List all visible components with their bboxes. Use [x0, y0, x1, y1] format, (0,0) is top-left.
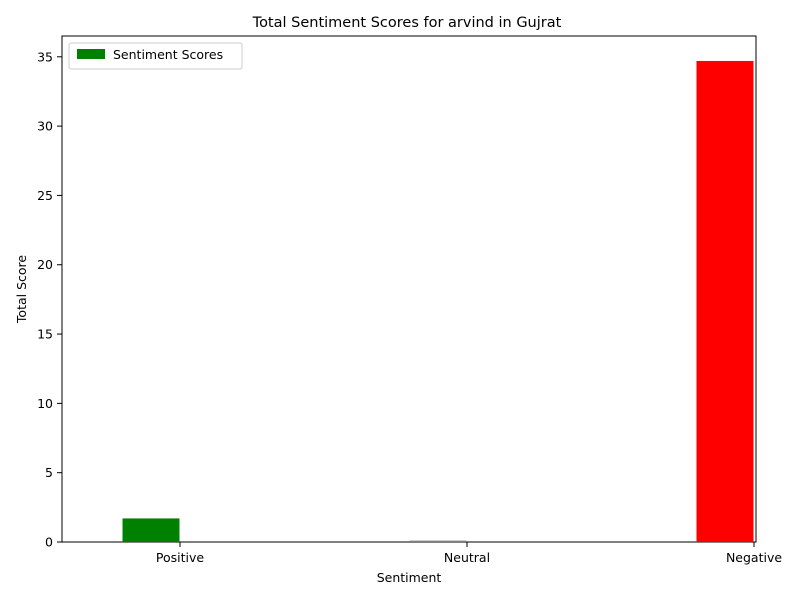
y-tick-label: 0: [45, 535, 53, 550]
legend-swatch: [77, 49, 105, 59]
chart-title: Total Sentiment Scores for arvind in Guj…: [252, 15, 562, 31]
bar-negative: [696, 60, 754, 542]
y-tick-label: 25: [37, 188, 53, 203]
y-tick-label: 5: [45, 465, 53, 480]
plot-frame: [61, 35, 757, 543]
y-tick-label: 20: [37, 257, 53, 272]
x-tick-label-neutral: Neutral: [444, 550, 490, 565]
y-tick-label: 15: [37, 327, 53, 342]
y-axis-label: Total Score: [14, 255, 29, 324]
legend-label: Sentiment Scores: [113, 47, 223, 62]
x-axis-label: Sentiment: [377, 570, 442, 585]
y-tick-label: 10: [37, 396, 53, 411]
x-tick-label-negative: Negative: [726, 550, 782, 565]
y-axis-ticks: 0 5 10 15 20 25 30 35: [37, 49, 62, 550]
y-tick-label: 35: [37, 49, 53, 64]
bars-group: [122, 60, 754, 542]
y-tick-label: 30: [37, 119, 53, 134]
x-axis-ticks: Positive Neutral Negative: [156, 542, 782, 565]
legend: Sentiment Scores: [68, 42, 243, 70]
bar-positive: [122, 518, 180, 542]
x-tick-label-positive: Positive: [156, 550, 204, 565]
bar-neutral: [409, 540, 467, 542]
legend-box: [68, 42, 243, 70]
